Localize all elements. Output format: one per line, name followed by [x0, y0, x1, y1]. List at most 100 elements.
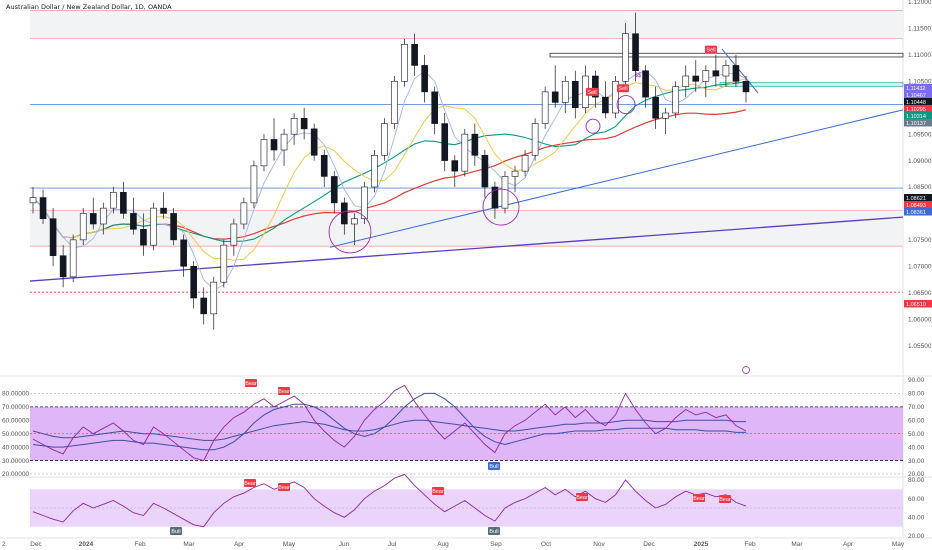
candle — [89, 197, 97, 230]
rsi2-right-tick: 40.00 — [908, 515, 925, 522]
time-tick-label: 2024 — [79, 541, 94, 548]
price-label-bg — [904, 119, 932, 127]
price-label-bg — [904, 300, 932, 308]
time-tick-label: Apr — [843, 541, 854, 548]
candle — [501, 171, 509, 214]
candle-body — [642, 70, 649, 98]
sell-tag-bg — [617, 84, 629, 93]
time-tick-label: Nov — [593, 541, 605, 548]
bear-tag: Bear — [719, 497, 731, 503]
price-label-bg — [904, 98, 932, 106]
candle-body — [742, 80, 750, 93]
candle-body — [441, 123, 449, 161]
candle — [361, 181, 368, 224]
candle-body — [99, 207, 107, 225]
candle — [150, 202, 157, 251]
candle — [381, 118, 388, 161]
candle — [160, 192, 167, 219]
price-tick-label: 1.06000 — [908, 316, 932, 323]
bear-tag-bg — [278, 483, 290, 491]
rsi-right-tick: 20.00 — [908, 471, 925, 478]
price-label: 1.10137 — [906, 121, 926, 127]
candle-body — [381, 123, 388, 156]
pattern-circle — [616, 95, 636, 114]
candle-body — [561, 80, 569, 103]
candle-body — [511, 170, 519, 177]
candle-body — [491, 186, 499, 209]
candle-body — [240, 202, 248, 225]
time-tick-label: 2025 — [694, 541, 709, 548]
candle-body — [130, 213, 137, 230]
candle — [280, 128, 288, 166]
candle-body — [320, 154, 328, 177]
candle-body — [180, 239, 187, 267]
candle — [471, 123, 479, 166]
candle-body — [371, 154, 378, 188]
candle-body — [702, 70, 710, 82]
candle — [140, 213, 147, 256]
pattern-circle — [328, 210, 372, 254]
candle — [340, 197, 348, 235]
candle — [441, 113, 449, 172]
rsi2-right-tick: 60.00 — [908, 496, 925, 503]
candle — [250, 160, 258, 209]
candle-body — [260, 139, 268, 167]
price-label-bg — [904, 112, 932, 120]
candle-body — [220, 244, 228, 283]
price-label-bg — [904, 91, 932, 99]
candle — [612, 76, 619, 119]
candle — [270, 118, 278, 161]
candle-body — [29, 197, 37, 204]
bear-tag: Bear — [278, 389, 290, 395]
candle-body — [290, 117, 298, 135]
candle-body — [692, 75, 700, 82]
bear-tag: Bear — [245, 381, 257, 387]
candle-body — [89, 213, 97, 225]
sell-tag: Sell — [706, 48, 715, 54]
rsi-left-tick: 40.00000 — [2, 444, 29, 451]
candle-body — [300, 117, 308, 130]
sell-tag-bg — [586, 87, 598, 96]
price-tick-label: 1.07000 — [908, 263, 932, 270]
candle — [712, 54, 720, 87]
candle-body — [230, 223, 238, 246]
candle — [742, 76, 750, 103]
candle-body — [401, 43, 408, 82]
sell-tag: Sell — [618, 86, 627, 92]
candle — [260, 134, 268, 172]
bear-tag: Bear — [576, 495, 588, 501]
time-tick-label: Oct — [541, 541, 551, 548]
candle-body — [421, 65, 428, 93]
rsi-right-tick: 40.00 — [908, 444, 925, 451]
bear-tag-bg — [693, 494, 705, 502]
rsi-right-tick: 30.00 — [908, 458, 925, 465]
candle-body — [551, 91, 559, 103]
pattern-circle — [482, 188, 520, 226]
candle-body — [351, 218, 358, 225]
candle-body — [361, 186, 368, 220]
candle — [461, 128, 469, 177]
candle-body — [110, 191, 117, 209]
price-label: 1.10314 — [906, 114, 926, 120]
time-tick-label: Jul — [388, 541, 397, 548]
candle — [521, 150, 529, 177]
rsi-left-tick: 50.00000 — [2, 431, 29, 438]
rsi-left-tick: 60.00000 — [2, 417, 29, 424]
candle-body — [210, 281, 218, 315]
candle — [29, 187, 37, 214]
candle — [110, 187, 117, 214]
signal-tag: $$ — [635, 73, 642, 79]
candle — [571, 70, 579, 119]
candle-body — [120, 191, 127, 214]
rsi-right-tick: 90.00 — [908, 377, 925, 384]
candle-body — [49, 218, 57, 257]
sell-tag: Sell — [587, 90, 596, 96]
candle-body — [160, 207, 167, 214]
bull-tag-bg — [488, 462, 500, 470]
candle — [320, 150, 328, 187]
candle-body — [481, 154, 489, 188]
time-tick-label: May — [892, 541, 905, 548]
trendline-purple — [29, 216, 904, 282]
